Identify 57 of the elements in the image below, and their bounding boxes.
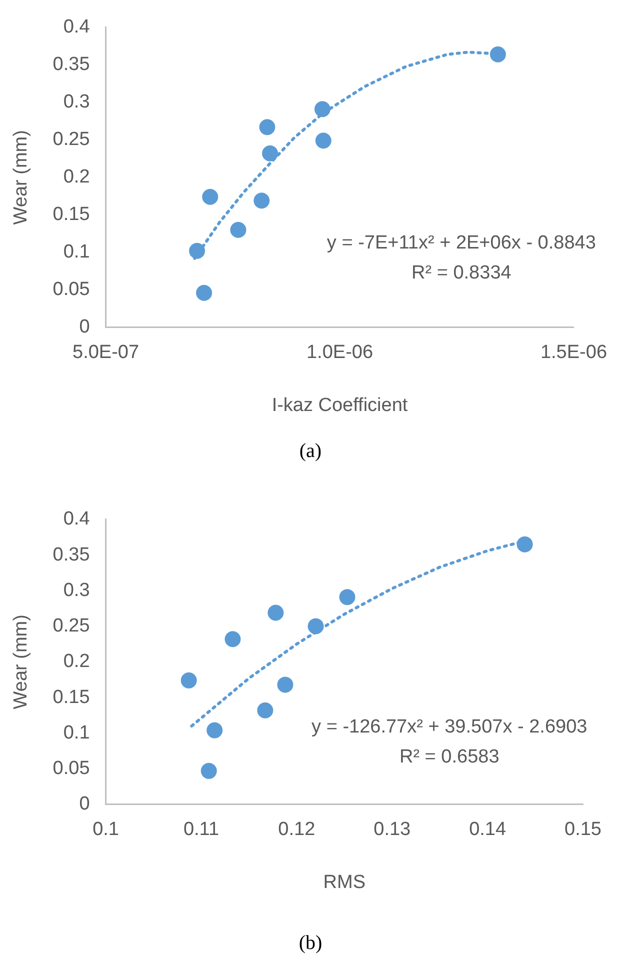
point [254,192,270,209]
y-tick-label: 0.35 [52,54,90,76]
point [230,222,246,238]
point [202,188,218,205]
y-tick-label: 0.3 [63,92,90,113]
x-tick-label: 0.1 [92,819,119,840]
x-tick-label: 0.15 [564,819,602,840]
y-tick-label: 0.1 [63,242,90,263]
point [314,101,330,118]
text: (b) [298,932,324,955]
x-tick-label: 0.13 [374,819,411,840]
y-tick-label: 0 [79,316,90,338]
point [315,132,332,149]
y-tick-label: 0.2 [63,651,90,672]
point [268,604,284,621]
y-tick-label: 0.25 [52,129,90,150]
annotation: y = -126.77x² + 39.507x - 2.6903 [312,716,588,738]
x-axis-title: I-kaz Coefficient [272,394,408,416]
y-tick-label: 0.25 [52,616,90,637]
point [516,536,533,552]
y-axis-title: Wear (mm) [10,614,32,710]
x-tick-label: 1.5E-06 [540,342,607,364]
x-axis-title: RMS [323,872,366,893]
x-tick-label: 0.11 [183,819,220,840]
annotation: R² = 0.8334 [412,262,512,284]
y-tick-label: 0.05 [52,279,90,300]
text: (a) [298,440,323,463]
y-tick-label: 0.05 [52,758,90,780]
y-tick-label: 0.1 [63,722,90,744]
y-tick-label: 0.3 [63,580,90,601]
y-tick-label: 0.15 [52,686,90,708]
point [206,722,223,738]
point [189,242,206,259]
point [257,702,274,718]
y-tick-label: 0.4 [63,16,90,38]
point [308,618,324,634]
annotation: y = -7E+11x² + 2E+06x - 0.8843 [326,232,596,254]
y-tick-label: 0.4 [63,508,90,530]
point [259,119,276,136]
y-tick-label: 0 [79,794,90,815]
x-tick-label: 0.14 [469,819,506,840]
point [196,284,212,301]
point [277,676,294,693]
y-tick-label: 0.15 [52,204,90,226]
annotation: R² = 0.6583 [399,746,500,768]
point [262,145,278,162]
point [200,762,217,779]
y-axis-title: Wear (mm) [10,130,32,225]
x-tick-label: 5.0E-07 [72,342,140,364]
point [339,589,356,606]
point [224,631,241,648]
point [490,46,506,62]
x-tick-label: 0.12 [278,819,316,840]
y-tick-label: 0.35 [52,544,90,566]
y-tick-label: 0.2 [63,166,90,188]
x-tick-label: 1.0E-06 [306,342,374,364]
point [180,672,197,688]
